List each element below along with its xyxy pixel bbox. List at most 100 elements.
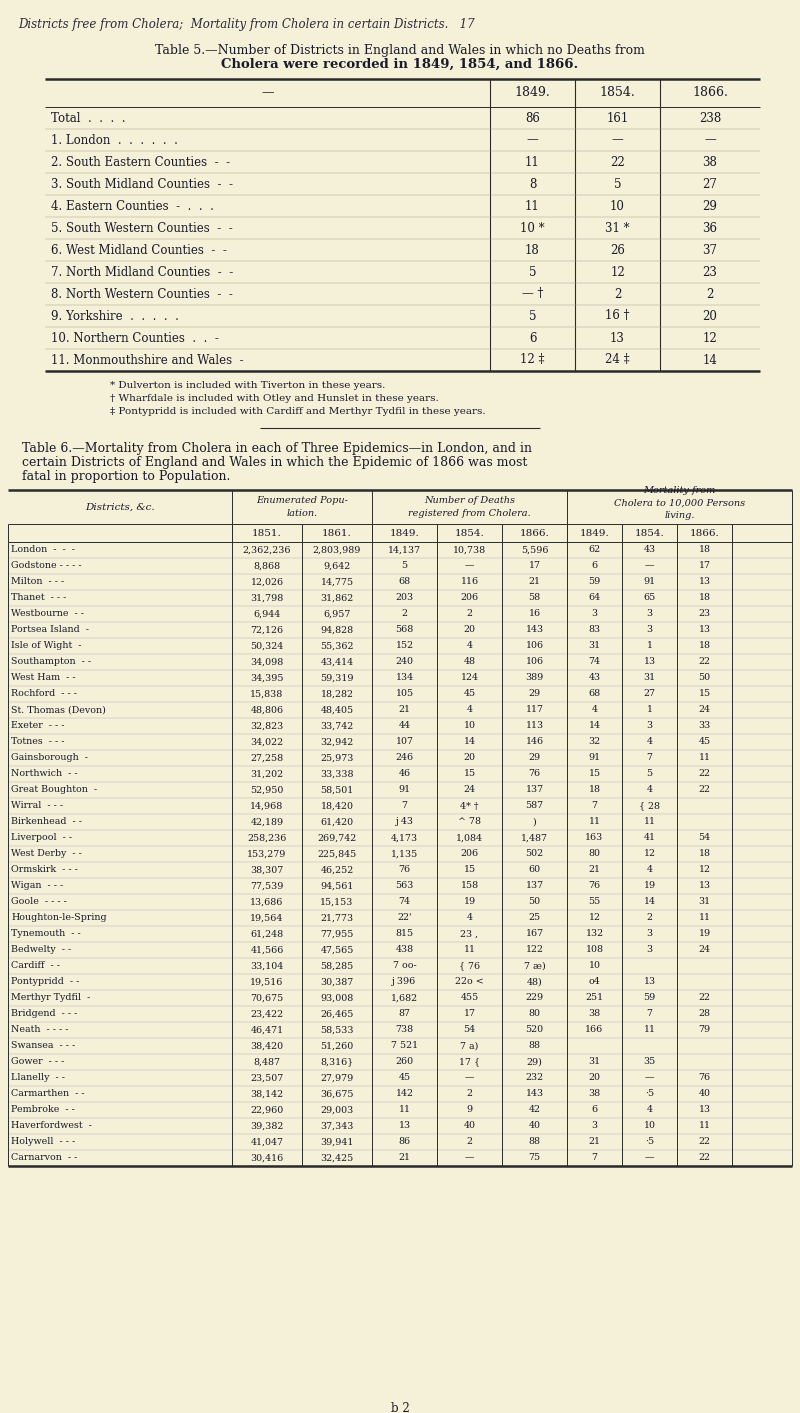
Text: Liverpool  - -: Liverpool - - — [11, 834, 72, 842]
Text: 12 ‡: 12 ‡ — [520, 353, 545, 366]
Text: j 396: j 396 — [392, 978, 417, 986]
Text: 86: 86 — [398, 1137, 410, 1146]
Text: 10,738: 10,738 — [453, 545, 486, 554]
Text: 19: 19 — [643, 882, 655, 890]
Text: Table 5.—Number of Districts in England and Wales in which no Deaths from: Table 5.—Number of Districts in England … — [155, 44, 645, 57]
Text: 44: 44 — [398, 722, 410, 731]
Text: 13: 13 — [698, 882, 710, 890]
Text: 7: 7 — [591, 801, 598, 811]
Text: 36: 36 — [702, 222, 718, 235]
Text: ^ 78: ^ 78 — [458, 818, 481, 827]
Text: 5: 5 — [614, 178, 622, 191]
Text: 48): 48) — [526, 978, 542, 986]
Text: Wirral  - - -: Wirral - - - — [11, 801, 63, 811]
Text: 58,533: 58,533 — [320, 1026, 354, 1034]
Text: 3: 3 — [591, 1122, 598, 1130]
Text: b 2: b 2 — [390, 1402, 410, 1413]
Text: 2: 2 — [706, 287, 714, 301]
Text: Ormskirk  - - -: Ormskirk - - - — [11, 866, 78, 875]
Text: 46,252: 46,252 — [320, 866, 354, 875]
Text: 2: 2 — [466, 609, 473, 619]
Text: 39,941: 39,941 — [320, 1137, 354, 1146]
Text: 52,950: 52,950 — [250, 786, 284, 794]
Text: 11: 11 — [525, 199, 540, 212]
Text: * Dulverton is included with Tiverton in these years.: * Dulverton is included with Tiverton in… — [110, 382, 386, 390]
Text: 74: 74 — [398, 897, 410, 907]
Text: 2,362,236: 2,362,236 — [242, 545, 291, 554]
Text: 11: 11 — [463, 945, 475, 955]
Text: 10 *: 10 * — [520, 222, 545, 235]
Text: 68: 68 — [398, 578, 410, 586]
Text: 2: 2 — [466, 1089, 473, 1098]
Text: Number of Deaths
registered from Cholera.: Number of Deaths registered from Cholera… — [408, 496, 531, 517]
Text: —: — — [645, 1153, 654, 1163]
Text: fatal in proportion to Population.: fatal in proportion to Population. — [22, 471, 230, 483]
Text: 23: 23 — [698, 609, 710, 619]
Text: 18: 18 — [698, 593, 710, 602]
Text: 14: 14 — [589, 722, 601, 731]
Text: 38,307: 38,307 — [250, 866, 284, 875]
Text: 8,868: 8,868 — [254, 561, 281, 571]
Text: 4: 4 — [591, 705, 598, 715]
Text: 18: 18 — [698, 545, 710, 554]
Text: 29): 29) — [526, 1057, 542, 1067]
Text: 4: 4 — [646, 786, 653, 794]
Text: 20: 20 — [463, 626, 475, 634]
Text: 7 oo-: 7 oo- — [393, 961, 416, 971]
Text: Cholera were recorded in 1849, 1854, and 1866.: Cholera were recorded in 1849, 1854, and… — [222, 58, 578, 71]
Text: Godstone - - - -: Godstone - - - - — [11, 561, 82, 571]
Text: 167: 167 — [526, 930, 543, 938]
Text: 45: 45 — [398, 1074, 410, 1082]
Text: 50: 50 — [698, 674, 710, 682]
Text: 32,425: 32,425 — [320, 1153, 354, 1163]
Text: 1854.: 1854. — [634, 528, 664, 537]
Text: 1849.: 1849. — [514, 86, 550, 99]
Text: 107: 107 — [395, 738, 414, 746]
Text: 22: 22 — [698, 657, 710, 667]
Text: 32,823: 32,823 — [250, 722, 284, 731]
Text: 91: 91 — [398, 786, 410, 794]
Text: 4* †: 4* † — [460, 801, 478, 811]
Text: 4. Eastern Counties  -  .  .  .: 4. Eastern Counties - . . . — [51, 199, 214, 212]
Text: 1849.: 1849. — [390, 528, 419, 537]
Text: —: — — [262, 86, 274, 99]
Text: 587: 587 — [526, 801, 543, 811]
Text: 50: 50 — [529, 897, 541, 907]
Text: 389: 389 — [526, 674, 544, 682]
Text: j 43: j 43 — [395, 818, 414, 827]
Text: Table 6.—Mortality from Cholera in each of Three Epidemics—in London, and in: Table 6.—Mortality from Cholera in each … — [22, 442, 532, 455]
Text: 54: 54 — [463, 1026, 475, 1034]
Text: 2: 2 — [646, 913, 653, 923]
Text: o4: o4 — [589, 978, 600, 986]
Text: 260: 260 — [395, 1057, 414, 1067]
Text: 34,098: 34,098 — [250, 657, 284, 667]
Text: 6: 6 — [529, 332, 536, 345]
Text: 22: 22 — [610, 155, 625, 168]
Text: 54: 54 — [698, 834, 710, 842]
Text: 18: 18 — [698, 642, 710, 650]
Text: 124: 124 — [461, 674, 478, 682]
Text: 22,960: 22,960 — [250, 1105, 284, 1115]
Text: 31: 31 — [698, 897, 710, 907]
Text: 4: 4 — [466, 705, 473, 715]
Text: 58,285: 58,285 — [320, 961, 354, 971]
Text: 13: 13 — [398, 1122, 410, 1130]
Text: St. Thomas (Devon): St. Thomas (Devon) — [11, 705, 106, 715]
Text: 8. North Western Counties  -  -: 8. North Western Counties - - — [51, 287, 233, 301]
Text: 18: 18 — [525, 243, 540, 257]
Text: 10: 10 — [643, 1122, 655, 1130]
Text: 19: 19 — [698, 930, 710, 938]
Text: 29: 29 — [529, 753, 541, 763]
Text: 18,282: 18,282 — [321, 690, 354, 698]
Text: { 76: { 76 — [459, 961, 480, 971]
Text: Districts, &c.: Districts, &c. — [85, 503, 155, 512]
Text: 438: 438 — [395, 945, 414, 955]
Text: 137: 137 — [526, 786, 543, 794]
Text: 3: 3 — [646, 930, 653, 938]
Text: 4,173: 4,173 — [391, 834, 418, 842]
Text: 3: 3 — [646, 609, 653, 619]
Text: 4: 4 — [646, 738, 653, 746]
Text: 30,387: 30,387 — [320, 978, 354, 986]
Text: 27,258: 27,258 — [250, 753, 283, 763]
Text: Holywell  - - -: Holywell - - - — [11, 1137, 75, 1146]
